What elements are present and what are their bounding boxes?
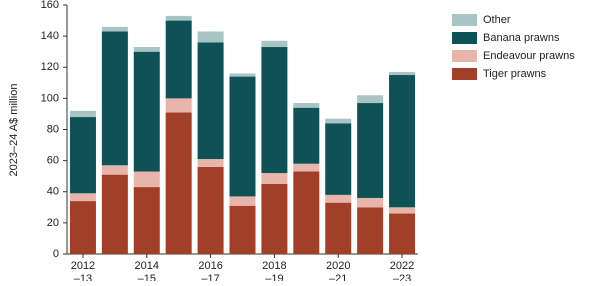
- bar-segment: [197, 42, 224, 160]
- x-tick-label-line: 2018: [262, 260, 286, 272]
- bar-segment: [197, 31, 224, 43]
- bar-segment: [325, 118, 352, 124]
- bar-segment: [357, 197, 384, 208]
- x-tick-label-line: –21: [329, 273, 347, 281]
- bar-segment: [357, 207, 384, 254]
- x-tick-label: 2014 –15: [135, 260, 159, 281]
- bar-segment: [133, 51, 160, 172]
- legend-swatch: [452, 50, 477, 62]
- legend-swatch: [452, 32, 477, 44]
- x-tick-label: 2016 –17: [198, 260, 222, 281]
- legend-label: Endeavour prawns: [483, 50, 575, 62]
- bar-segment: [101, 165, 128, 175]
- bar-segment: [229, 196, 256, 206]
- bar-segment: [133, 171, 160, 188]
- y-tick-label: 0: [53, 248, 59, 260]
- x-tick-label: 2018 –19: [262, 260, 286, 281]
- x-tick-label-line: 2022: [390, 260, 414, 272]
- bar-segment: [389, 71, 416, 76]
- x-tick-label: 2020 –21: [326, 260, 350, 281]
- bar-segment: [165, 20, 192, 99]
- x-tick-label-line: 2016: [198, 260, 222, 272]
- bar-segment: [197, 159, 224, 167]
- x-tick-label-line: 2014: [135, 260, 159, 272]
- y-tick-label: 120: [41, 61, 59, 73]
- bar-segment: [165, 98, 192, 113]
- y-tick-label: 140: [41, 30, 59, 42]
- x-tick-label-line: –15: [138, 273, 156, 281]
- bar-segment: [165, 112, 192, 254]
- bar-segment: [357, 95, 384, 104]
- x-tick-label-line: –13: [74, 273, 92, 281]
- bar-segment: [69, 193, 96, 202]
- bar-segment: [229, 205, 256, 254]
- bar-segment: [101, 31, 128, 166]
- bar-segment: [133, 187, 160, 254]
- bar-segment: [133, 47, 160, 52]
- x-tick-label-line: 2020: [326, 260, 350, 272]
- x-tick-label-line: 2012: [71, 260, 95, 272]
- bar-segment: [101, 26, 128, 32]
- bar-segment: [165, 15, 192, 21]
- bar-segment: [389, 213, 416, 254]
- bar-segment: [69, 201, 96, 254]
- bar-segment: [293, 171, 320, 254]
- bar-segment: [69, 110, 96, 118]
- bar-segment: [101, 174, 128, 254]
- bar-segment: [261, 173, 288, 184]
- bar-segment: [197, 166, 224, 254]
- bar-segment: [229, 73, 256, 77]
- bar-segment: [293, 107, 320, 164]
- x-tick-label: 2012 –13: [71, 260, 95, 281]
- y-tick-label: 80: [47, 123, 59, 135]
- bar-segment: [293, 103, 320, 108]
- bar-segment: [69, 117, 96, 194]
- y-tick-label: 40: [47, 186, 59, 198]
- bar-segment: [261, 47, 288, 174]
- bar-segment: [325, 202, 352, 254]
- legend-label: Banana prawns: [483, 32, 560, 44]
- bar-segment: [389, 75, 416, 208]
- x-tick-label: 2022 –23: [390, 260, 414, 281]
- bar-segment: [261, 40, 288, 48]
- bar-segment: [357, 103, 384, 198]
- y-axis-label: 2023–24 A$ million: [8, 84, 20, 177]
- bar-segment: [389, 207, 416, 214]
- y-tick-label: 160: [41, 0, 59, 11]
- legend-label: Tiger prawns: [483, 68, 547, 80]
- bar-segment: [325, 123, 352, 195]
- x-tick-label-line: –19: [265, 273, 283, 281]
- bar-segment: [229, 76, 256, 197]
- bar-segment: [293, 163, 320, 172]
- y-tick-label: 100: [41, 92, 59, 104]
- legend-swatch: [452, 14, 477, 26]
- y-tick-label: 20: [47, 217, 59, 229]
- x-tick-label-line: –17: [201, 273, 219, 281]
- bar-segment: [261, 183, 288, 254]
- x-tick-label-line: –23: [393, 273, 411, 281]
- bar-segment: [325, 194, 352, 203]
- legend-swatch: [452, 68, 477, 80]
- y-tick-label: 60: [47, 155, 59, 167]
- legend-label: Other: [483, 14, 511, 26]
